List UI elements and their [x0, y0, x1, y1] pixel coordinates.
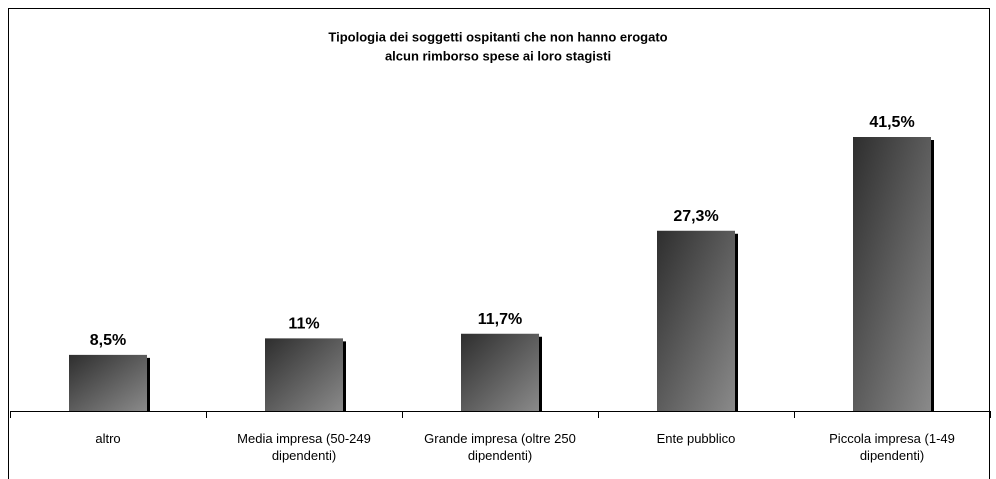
frame	[8, 8, 990, 479]
data-label: 27,3%	[673, 208, 718, 225]
bar	[461, 333, 539, 411]
data-label: 11,7%	[478, 311, 522, 328]
bar	[265, 338, 343, 411]
x-tick-label: Piccola impresa (1-49 dipendenti)	[829, 431, 955, 463]
chart-title: Tipologia dei soggetti ospitanti che non…	[328, 29, 667, 44]
data-label: 8,5%	[90, 332, 126, 349]
bar	[657, 230, 735, 411]
x-tick-label: Ente pubblico	[656, 431, 736, 446]
chart-title: alcun rimborso spese ai loro stagisti	[385, 48, 611, 63]
bar	[69, 354, 147, 411]
x-tick-label: Grande impresa (oltre 250 dipendenti)	[424, 431, 576, 463]
bar	[853, 137, 931, 411]
x-tick-label: Media impresa (50-249 dipendenti)	[237, 431, 371, 463]
data-label: 11%	[288, 316, 319, 333]
data-label: 41,5%	[869, 114, 914, 131]
x-tick-label: altro	[95, 431, 121, 446]
